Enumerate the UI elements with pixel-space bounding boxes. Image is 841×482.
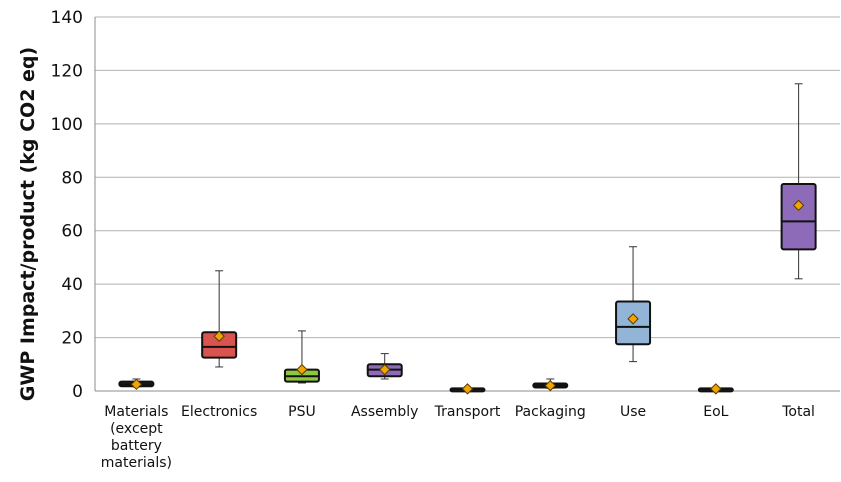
y-tick-label: 80 bbox=[61, 168, 83, 188]
x-tick-label: Assembly bbox=[351, 404, 418, 420]
mean-marker bbox=[544, 379, 556, 392]
y-tick-label: 120 bbox=[51, 61, 83, 81]
mean-marker bbox=[710, 383, 722, 395]
y-tick-label: 100 bbox=[51, 115, 83, 135]
y-tick-label: 140 bbox=[51, 8, 83, 28]
x-tick-label: PSU bbox=[288, 404, 316, 420]
x-tick-label: EoL bbox=[703, 404, 728, 420]
x-tick-label: Transport bbox=[434, 404, 501, 420]
mean-marker bbox=[627, 313, 639, 325]
mean-marker bbox=[213, 330, 225, 342]
mean-marker bbox=[296, 363, 308, 376]
y-tick-label: 60 bbox=[61, 222, 83, 242]
mean-marker bbox=[792, 199, 805, 212]
mean-marker bbox=[379, 363, 391, 376]
y-tick-label: 20 bbox=[61, 329, 83, 349]
x-tick-label: Packaging bbox=[515, 404, 586, 420]
x-tick-label: Total bbox=[781, 404, 815, 420]
box-iqr bbox=[780, 182, 817, 251]
mean-marker bbox=[130, 378, 143, 391]
y-tick-label: 0 bbox=[72, 382, 83, 402]
mean-marker bbox=[461, 383, 474, 395]
x-tick-label: Electronics bbox=[181, 404, 257, 420]
x-tick-label: Materials (except battery materials) bbox=[101, 404, 172, 471]
y-tick-label: 40 bbox=[61, 275, 83, 295]
x-tick-label: Use bbox=[620, 404, 646, 420]
y-axis-title: GWP Impact/product (kg CO2 eq) bbox=[17, 47, 39, 401]
